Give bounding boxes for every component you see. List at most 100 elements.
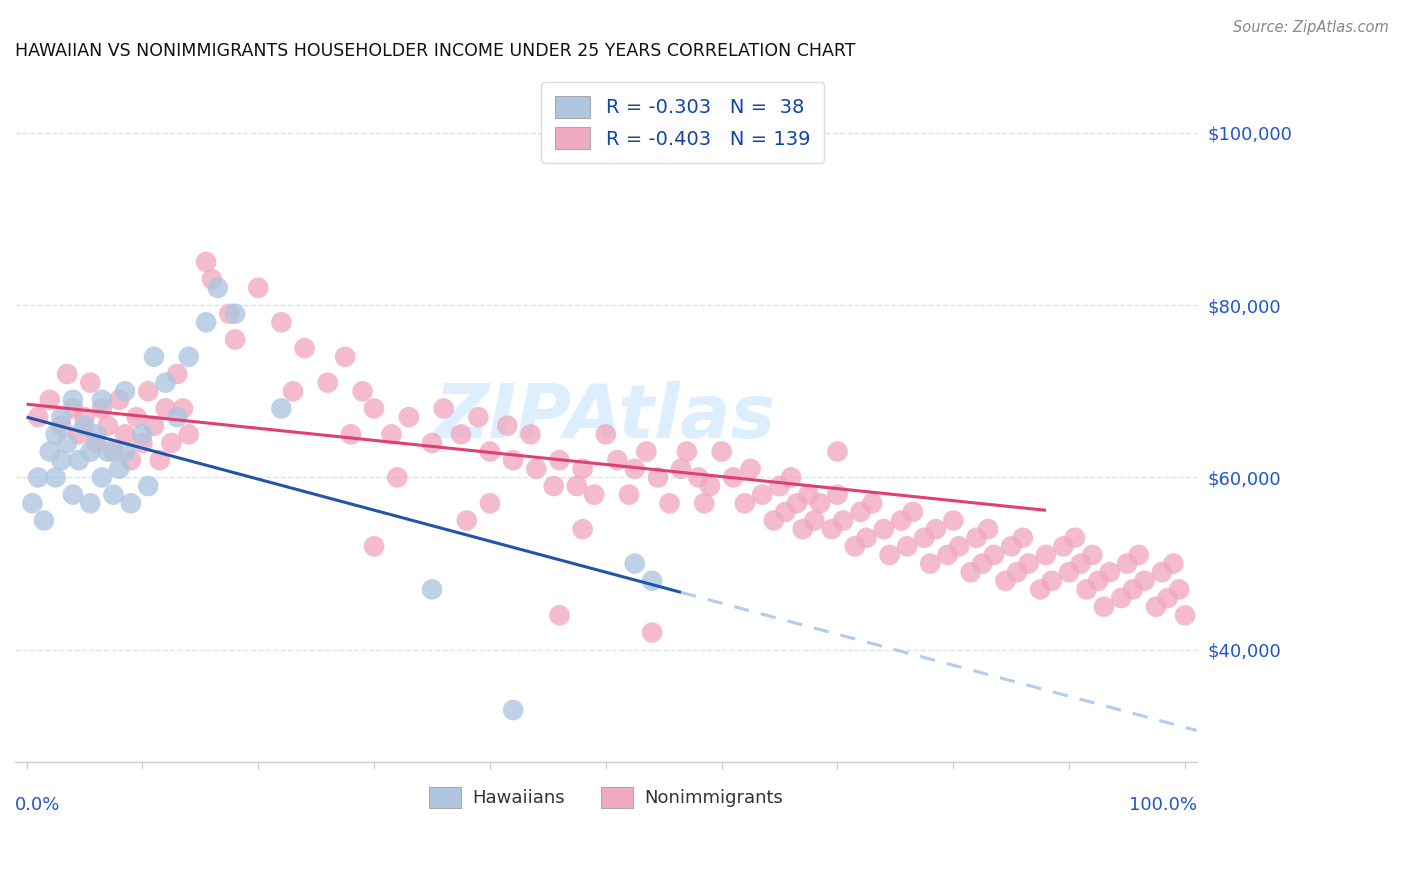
Point	[1000, 540, 1022, 554]
Text: Source: ZipAtlas.com: Source: ZipAtlas.com	[1233, 20, 1389, 35]
Point	[1116, 557, 1139, 571]
Point	[623, 557, 645, 571]
Point	[502, 703, 524, 717]
Point	[548, 608, 571, 623]
Point	[595, 427, 617, 442]
Point	[1029, 582, 1052, 597]
Point	[84, 436, 107, 450]
Point	[844, 540, 866, 554]
Point	[195, 315, 218, 329]
Point	[1064, 531, 1087, 545]
Point	[496, 418, 519, 433]
Point	[623, 462, 645, 476]
Point	[32, 514, 55, 528]
Point	[103, 488, 125, 502]
Point	[172, 401, 194, 416]
Point	[1133, 574, 1156, 588]
Point	[606, 453, 628, 467]
Point	[56, 436, 79, 450]
Point	[1156, 591, 1178, 605]
Point	[571, 522, 593, 536]
Point	[901, 505, 924, 519]
Point	[131, 427, 153, 442]
Point	[860, 496, 883, 510]
Point	[1081, 548, 1104, 562]
Point	[641, 625, 664, 640]
Point	[97, 444, 120, 458]
Point	[97, 418, 120, 433]
Point	[942, 514, 965, 528]
Point	[224, 307, 246, 321]
Point	[67, 427, 90, 442]
Point	[125, 410, 148, 425]
Point	[925, 522, 948, 536]
Point	[762, 514, 785, 528]
Point	[977, 522, 1000, 536]
Point	[983, 548, 1005, 562]
Point	[1144, 599, 1167, 614]
Point	[710, 444, 733, 458]
Point	[1052, 540, 1074, 554]
Point	[502, 453, 524, 467]
Point	[780, 470, 803, 484]
Point	[84, 427, 107, 442]
Point	[247, 281, 270, 295]
Point	[1111, 591, 1133, 605]
Point	[821, 522, 844, 536]
Point	[201, 272, 224, 286]
Point	[693, 496, 716, 510]
Point	[352, 384, 374, 399]
Point	[177, 350, 200, 364]
Point	[478, 496, 501, 510]
Point	[912, 531, 935, 545]
Point	[803, 514, 825, 528]
Point	[136, 479, 159, 493]
Point	[688, 470, 710, 484]
Point	[1076, 582, 1098, 597]
Point	[896, 540, 918, 554]
Text: ZIPAtlas: ZIPAtlas	[436, 381, 776, 454]
Point	[316, 376, 339, 390]
Point	[27, 470, 49, 484]
Point	[51, 453, 73, 467]
Point	[160, 436, 183, 450]
Text: 0.0%: 0.0%	[15, 797, 60, 814]
Point	[1098, 565, 1121, 579]
Point	[1018, 557, 1040, 571]
Point	[751, 488, 773, 502]
Point	[959, 565, 981, 579]
Point	[114, 427, 136, 442]
Point	[67, 453, 90, 467]
Text: HAWAIIAN VS NONIMMIGRANTS HOUSEHOLDER INCOME UNDER 25 YEARS CORRELATION CHART: HAWAIIAN VS NONIMMIGRANTS HOUSEHOLDER IN…	[15, 42, 855, 60]
Point	[478, 444, 501, 458]
Point	[120, 496, 142, 510]
Point	[90, 392, 112, 407]
Point	[136, 384, 159, 399]
Text: 100.0%: 100.0%	[1129, 797, 1197, 814]
Point	[73, 418, 96, 433]
Point	[669, 462, 692, 476]
Point	[218, 307, 240, 321]
Legend: Hawaiians, Nonimmigrants: Hawaiians, Nonimmigrants	[422, 780, 790, 814]
Point	[792, 522, 814, 536]
Point	[467, 410, 489, 425]
Point	[108, 392, 131, 407]
Point	[56, 367, 79, 381]
Point	[1070, 557, 1092, 571]
Point	[676, 444, 699, 458]
Point	[1011, 531, 1033, 545]
Point	[62, 392, 84, 407]
Point	[131, 436, 153, 450]
Point	[1057, 565, 1080, 579]
Point	[149, 453, 172, 467]
Point	[966, 531, 988, 545]
Point	[108, 462, 131, 476]
Point	[103, 444, 125, 458]
Point	[51, 410, 73, 425]
Point	[166, 410, 188, 425]
Point	[45, 427, 67, 442]
Point	[120, 453, 142, 467]
Point	[855, 531, 877, 545]
Point	[38, 444, 60, 458]
Point	[333, 350, 356, 364]
